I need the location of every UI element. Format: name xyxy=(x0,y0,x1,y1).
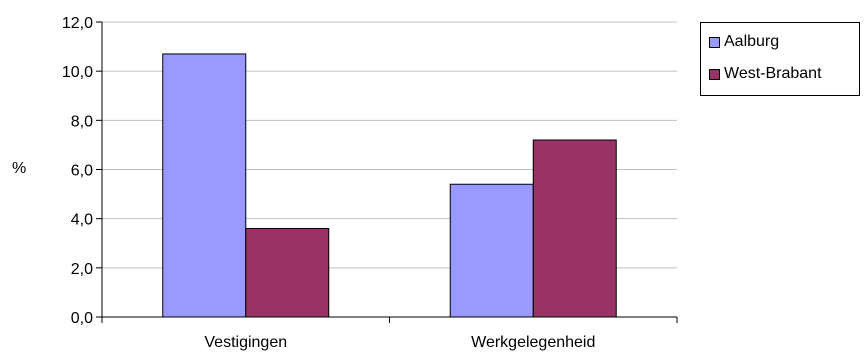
y-axis-label: % xyxy=(12,160,26,177)
bar-1-2 xyxy=(449,183,534,318)
bar-chart: 0,0 2,0 4,0 6,0 8,0 10,0 12,0 Vestigingen Werkg… xyxy=(12,15,678,351)
legend-label-series-2: West-Brabant xyxy=(724,65,822,82)
x-axis-ticks: Vestigingen Werkgelegenheid xyxy=(101,317,678,351)
x-tick-label: Vestigingen xyxy=(204,334,287,351)
legend-swatch-series-1 xyxy=(709,36,720,48)
bar-1-1 xyxy=(162,53,247,318)
legend-label-series-1: Aalburg xyxy=(724,33,780,50)
y-tick-label: 4,0 xyxy=(71,212,93,229)
y-tick-label: 8,0 xyxy=(71,113,93,130)
legend-swatch-series-2 xyxy=(709,68,720,80)
legend: Aalburg West-Brabant xyxy=(700,22,860,96)
legend-item-series-2: West-Brabant xyxy=(709,65,822,83)
legend-item-series-1: Aalburg xyxy=(709,33,779,51)
x-tick-label: Werkgelegenheid xyxy=(471,334,595,351)
bars xyxy=(162,53,617,318)
y-axis-ticks: 0,0 2,0 4,0 6,0 8,0 10,0 12,0 xyxy=(62,15,102,327)
bar-2-1 xyxy=(245,228,330,318)
y-tick-label: 2,0 xyxy=(71,261,93,278)
bar-2-2 xyxy=(532,139,617,318)
y-tick-label: 6,0 xyxy=(71,163,93,180)
y-tick-label: 0,0 xyxy=(71,310,93,327)
y-tick-label: 12,0 xyxy=(62,15,93,32)
y-tick-label: 10,0 xyxy=(62,64,93,81)
